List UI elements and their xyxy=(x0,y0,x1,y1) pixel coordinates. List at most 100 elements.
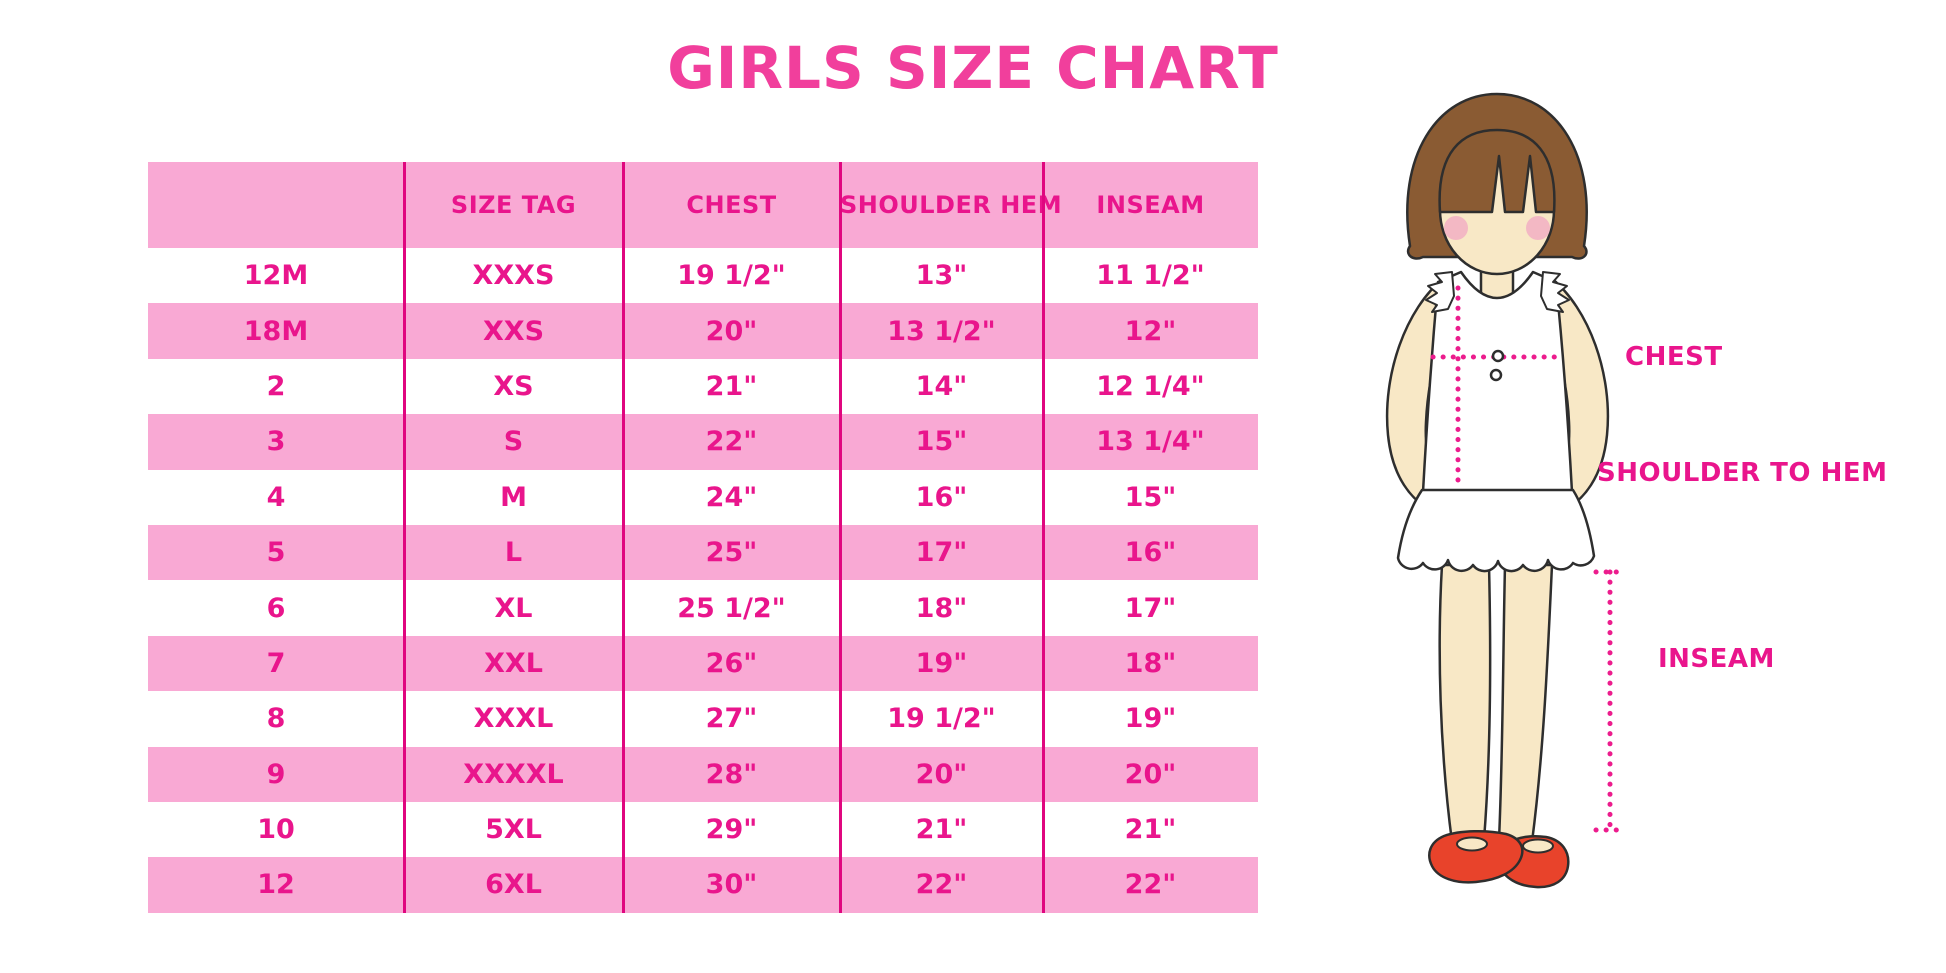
table-row: 18M XXS 20" 13 1/2" 12" xyxy=(148,303,1258,359)
table-cell: XXXL xyxy=(473,703,554,735)
table-cell: 17" xyxy=(1124,592,1177,624)
table-cell: 4 xyxy=(266,481,286,513)
table-cell: 17" xyxy=(915,537,968,569)
table-cell: 8 xyxy=(266,703,286,735)
table-cell: S xyxy=(503,426,524,458)
table-row: 12M XXXS 19 1/2" 13" 11 1/2" xyxy=(148,248,1258,304)
table-cell: 19 1/2" xyxy=(887,703,996,735)
table-row: 6 XL 25 1/2" 18" 17" xyxy=(148,580,1258,636)
table-cell: 18M xyxy=(243,315,309,347)
table-cell: 25" xyxy=(705,537,758,569)
table-cell: 5 xyxy=(266,537,286,569)
column-divider xyxy=(1041,162,1045,913)
table-rows: SIZE TAG CHEST SHOULDER HEM INSEAM 12M XXXS 19… xyxy=(148,162,1258,913)
table-cell: 27" xyxy=(705,703,758,735)
table-cell: XXS xyxy=(482,315,545,347)
table-cell: 15" xyxy=(1124,481,1177,513)
table-cell: 13" xyxy=(915,260,968,292)
table-cell: 13 1/2" xyxy=(887,315,996,347)
table-cell: 16" xyxy=(915,481,968,513)
column-header: INSEAM xyxy=(1096,191,1205,219)
table-cell: 22" xyxy=(915,869,968,901)
table-cell: 21" xyxy=(915,814,968,846)
table-row: 12 6XL 30" 22" 22" xyxy=(148,857,1258,913)
girl-shoes xyxy=(1428,830,1570,889)
table-cell: 26" xyxy=(705,647,758,679)
page-title: GIRLS SIZE CHART xyxy=(667,34,1279,102)
left-shoe-strap-opening xyxy=(1456,836,1488,852)
table-cell: 20" xyxy=(705,315,758,347)
table-cell: XXXXL xyxy=(463,758,564,790)
girl-legs xyxy=(1438,563,1554,844)
table-cell: 28" xyxy=(705,758,758,790)
table-cell: 19" xyxy=(1124,703,1177,735)
table-cell: 3 xyxy=(266,426,286,458)
table-cell: 15" xyxy=(915,426,968,458)
table-row: 7 XXL 26" 19" 18" xyxy=(148,635,1258,692)
table-cell: 19" xyxy=(915,647,968,679)
table-cell: 30" xyxy=(705,869,758,901)
table-cell: 9 xyxy=(266,758,286,790)
table-cell: 14" xyxy=(915,370,968,402)
table-cell: 19 1/2" xyxy=(677,260,786,292)
table-cell: 20" xyxy=(1124,758,1177,790)
right-shoe-strap-opening xyxy=(1522,838,1554,854)
table-row: 4 M 24" 16" 15" xyxy=(148,469,1258,525)
column-header: SHOULDER HEM xyxy=(840,191,1063,219)
table-row: 2 XS 21" 14" 12 1/4" xyxy=(148,358,1258,415)
column-divider xyxy=(838,162,842,913)
table-cell: XXL xyxy=(484,647,543,679)
table-cell: 7 xyxy=(266,647,286,679)
table-cell: 12 1/4" xyxy=(1096,370,1205,402)
shirt-buttons xyxy=(1489,349,1505,382)
table-cell: 24" xyxy=(705,481,758,513)
table-cell: 20" xyxy=(915,758,968,790)
girl-illustration xyxy=(1385,92,1629,889)
table-cell: 16" xyxy=(1124,537,1177,569)
table-cell: 11 1/2" xyxy=(1096,260,1205,292)
table-cell: 12" xyxy=(1124,315,1177,347)
table-cell: 29" xyxy=(705,814,758,846)
table-cell: 5XL xyxy=(485,814,542,846)
girl-top xyxy=(1421,270,1574,494)
table-cell: 6XL xyxy=(485,869,542,901)
table-cell: XL xyxy=(494,592,533,624)
table-cell: XS xyxy=(493,370,534,402)
table-cell: 10 xyxy=(257,814,295,846)
column-header: CHEST xyxy=(686,191,777,219)
girl-bangs xyxy=(1438,128,1556,214)
left-shoe xyxy=(1428,830,1524,884)
column-divider xyxy=(402,162,406,913)
table-cell: 21" xyxy=(1124,814,1177,846)
girl-blush xyxy=(1444,216,1550,240)
table-cell: 22" xyxy=(1124,869,1177,901)
table-cell: 21" xyxy=(705,370,758,402)
table-cell: L xyxy=(504,537,523,569)
table-cell: 13 1/4" xyxy=(1096,426,1205,458)
girl-shoulder-ruffles xyxy=(1425,271,1570,313)
chest-label: CHEST xyxy=(1625,342,1723,372)
table-cell: M xyxy=(500,481,527,513)
table-cell: 18" xyxy=(1124,647,1177,679)
table-cell: 12M xyxy=(243,260,309,292)
table-row: 9 XXXXL 28" 20" 20" xyxy=(148,746,1258,802)
table-row: 8 XXXL 27" 19 1/2" 19" xyxy=(148,691,1258,747)
table-cell: XXXS xyxy=(472,260,555,292)
column-divider xyxy=(621,162,625,913)
table-cell: 22" xyxy=(705,426,758,458)
table-cell: 2 xyxy=(266,370,286,402)
girl-skirt xyxy=(1396,488,1596,573)
table-cell: 6 xyxy=(266,592,286,624)
table-cell: 25 1/2" xyxy=(677,592,786,624)
table-row: 3 S 22" 15" 13 1/4" xyxy=(148,414,1258,470)
table-header-row: SIZE TAG CHEST SHOULDER HEM INSEAM xyxy=(148,162,1258,248)
shoulder-to-hem-label: SHOULDER TO HEM xyxy=(1597,458,1888,488)
table-row: 5 L 25" 17" 16" xyxy=(148,524,1258,581)
inseam-label: INSEAM xyxy=(1658,644,1775,674)
table-row: 10 5XL 29" 21" 21" xyxy=(148,801,1258,858)
size-table: SIZE TAG CHEST SHOULDER HEM INSEAM 12M XXXS 19… xyxy=(148,162,1258,913)
table-cell: 18" xyxy=(915,592,968,624)
column-header: SIZE TAG xyxy=(450,191,577,219)
table-cell: 12 xyxy=(257,869,295,901)
